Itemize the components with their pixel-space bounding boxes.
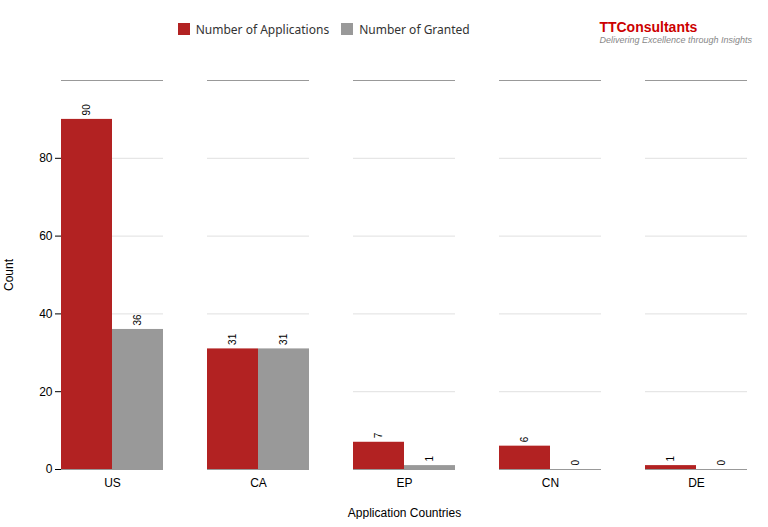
svg-text:US: US xyxy=(104,476,121,490)
svg-text:7: 7 xyxy=(373,432,384,438)
html-text:Number of Granted: Number of Granted xyxy=(359,20,470,38)
svg-text:36: 36 xyxy=(132,314,143,326)
svg-text:0: 0 xyxy=(570,460,581,466)
svg-text:90: 90 xyxy=(81,104,92,116)
svg-text:1: 1 xyxy=(665,456,676,462)
svg-text:CN: CN xyxy=(542,476,559,490)
svg-text:DE: DE xyxy=(688,476,705,490)
svg-text:31: 31 xyxy=(278,333,289,345)
svg-text:EP: EP xyxy=(396,476,412,490)
svg-text:Count: Count xyxy=(2,258,16,291)
html-text:Number of Applications: Number of Applications xyxy=(195,20,330,38)
html-text:TTConsultants: TTConsultants xyxy=(599,19,698,35)
svg-text:6: 6 xyxy=(519,436,530,442)
svg-text:60: 60 xyxy=(39,229,53,243)
svg-text:20: 20 xyxy=(39,385,53,399)
svg-text:40: 40 xyxy=(39,307,53,321)
svg-text:80: 80 xyxy=(39,151,53,165)
svg-text:31: 31 xyxy=(227,333,238,345)
svg-text:0: 0 xyxy=(46,462,53,476)
svg-text:1: 1 xyxy=(424,456,435,462)
svg-text:0: 0 xyxy=(716,460,727,466)
svg-text:Application Countries: Application Countries xyxy=(348,506,461,520)
html-text:Delivering Excellence through: Delivering Excellence through Insights xyxy=(599,35,752,45)
svg-text:CA: CA xyxy=(250,476,267,490)
